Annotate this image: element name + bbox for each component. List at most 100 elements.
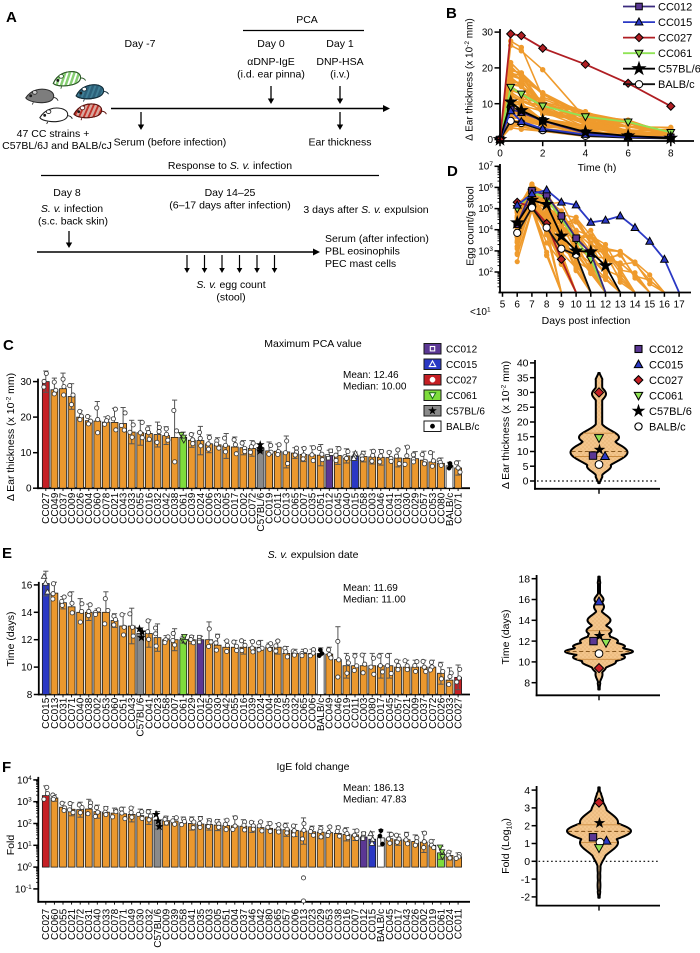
svg-text:BALB/c: BALB/c: [445, 493, 456, 526]
svg-text:CC071: CC071: [119, 908, 130, 940]
svg-text:CC006: CC006: [290, 908, 301, 940]
svg-text:0: 0: [26, 484, 32, 495]
svg-text:CC030: CC030: [136, 908, 147, 940]
svg-text:10: 10: [21, 663, 33, 674]
svg-text:CC041: CC041: [385, 492, 396, 524]
svg-text:14: 14: [518, 615, 530, 627]
svg-text:47 CC strains +: 47 CC strains +: [17, 128, 90, 140]
svg-text:CC015: CC015: [368, 908, 379, 940]
svg-text:Day -7: Day -7: [125, 38, 156, 50]
svg-text:CC033: CC033: [445, 697, 456, 729]
svg-text:CC061: CC061: [179, 492, 190, 524]
svg-text:16: 16: [21, 580, 33, 591]
svg-text:BALB/c: BALB/c: [446, 422, 479, 433]
svg-text:CC017: CC017: [376, 697, 387, 729]
svg-text:CC035: CC035: [282, 697, 293, 729]
svg-text:CC038: CC038: [84, 697, 95, 729]
svg-text:CC002: CC002: [239, 492, 250, 524]
svg-text:CC037: CC037: [239, 908, 250, 940]
svg-text:CC015: CC015: [649, 360, 683, 372]
svg-text:12: 12: [518, 636, 530, 648]
svg-text:CC061: CC061: [446, 391, 478, 402]
svg-text:CC027: CC027: [658, 33, 692, 45]
svg-text:<101: <101: [470, 307, 491, 319]
svg-text:16: 16: [518, 594, 530, 606]
svg-text:Days post infection: Days post infection: [542, 315, 631, 327]
svg-text:CC032: CC032: [153, 492, 164, 524]
svg-text:C57BL/6J and BALB/cJ: C57BL/6J and BALB/cJ: [2, 140, 112, 152]
svg-text:CC021: CC021: [67, 908, 78, 940]
svg-text:CC012: CC012: [359, 908, 370, 940]
svg-text:4: 4: [583, 149, 589, 160]
svg-text:αDNP-IgE: αDNP-IgE: [247, 56, 295, 68]
svg-text:CC065: CC065: [290, 492, 301, 524]
svg-text:Median: 47.83: Median: 47.83: [343, 795, 407, 806]
svg-text:40: 40: [517, 358, 529, 370]
svg-text:CC041: CC041: [187, 908, 198, 940]
svg-text:0: 0: [487, 135, 493, 146]
svg-text:Median: 11.00: Median: 11.00: [343, 595, 406, 606]
svg-text:8: 8: [524, 677, 530, 689]
svg-text:CC060: CC060: [50, 908, 61, 940]
svg-text:9: 9: [559, 300, 565, 311]
svg-text:CC033: CC033: [127, 492, 138, 524]
svg-text:CC058: CC058: [359, 492, 370, 524]
svg-text:CC033: CC033: [101, 908, 112, 940]
svg-text:E: E: [2, 545, 12, 562]
svg-text:CC045: CC045: [385, 697, 396, 729]
svg-text:Mean: 186.13: Mean: 186.13: [343, 783, 405, 794]
svg-text:Fold: Fold: [5, 835, 17, 856]
svg-text:105: 105: [478, 204, 493, 216]
svg-text:CC013: CC013: [282, 492, 293, 524]
svg-text:CC007: CC007: [350, 908, 361, 940]
svg-text:BALB/c: BALB/c: [376, 909, 387, 942]
svg-text:CC049: CC049: [325, 697, 336, 729]
svg-text:CC039: CC039: [187, 492, 198, 524]
svg-text:15: 15: [517, 431, 529, 443]
svg-text:8: 8: [27, 690, 33, 701]
svg-text:13: 13: [615, 300, 627, 311]
svg-text:Serum (after infection): Serum (after infection): [325, 233, 429, 245]
svg-text:CC019: CC019: [265, 492, 276, 524]
svg-text:107: 107: [478, 161, 493, 173]
svg-text:CC038: CC038: [170, 492, 181, 524]
svg-text:CC026: CC026: [436, 697, 447, 729]
svg-text:CC013: CC013: [299, 908, 310, 940]
svg-text:CC017: CC017: [230, 492, 241, 524]
svg-text:106: 106: [478, 182, 493, 194]
svg-text:DNP-HSA: DNP-HSA: [316, 56, 363, 68]
svg-text:CC003: CC003: [368, 492, 379, 524]
svg-text:CC042: CC042: [222, 697, 233, 729]
svg-text:104: 104: [17, 775, 32, 787]
svg-text:Time (days): Time (days): [5, 611, 17, 666]
svg-text:CC057: CC057: [282, 908, 293, 940]
svg-text:CC040: CC040: [93, 908, 104, 940]
svg-text:B: B: [446, 5, 457, 22]
svg-text:Fold (Log10): Fold (Log10): [500, 818, 514, 874]
svg-text:CC004: CC004: [84, 492, 95, 524]
svg-text:BALB/c: BALB/c: [649, 422, 686, 434]
svg-text:20: 20: [20, 413, 32, 424]
svg-text:CC031: CC031: [84, 908, 95, 940]
svg-text:CC032: CC032: [144, 908, 155, 940]
svg-text:Mean: 11.69: Mean: 11.69: [343, 583, 398, 594]
svg-text:CC004: CC004: [265, 697, 276, 729]
svg-text:Day 1: Day 1: [326, 38, 354, 50]
svg-text:CC071: CC071: [67, 697, 78, 729]
svg-text:CC042: CC042: [162, 492, 173, 524]
svg-text:(s.c. back skin): (s.c. back skin): [38, 216, 108, 228]
svg-text:C57BL/6: C57BL/6: [136, 697, 147, 736]
svg-text:CC061: CC061: [658, 48, 692, 60]
svg-text:CC065: CC065: [299, 697, 310, 729]
svg-text:CC053: CC053: [101, 697, 112, 729]
svg-text:CC017: CC017: [393, 908, 404, 940]
svg-text:PEC mast cells: PEC mast cells: [325, 258, 396, 270]
svg-text:3: 3: [524, 803, 530, 815]
svg-text:CC012: CC012: [649, 344, 683, 356]
svg-text:CC012: CC012: [446, 345, 478, 356]
svg-text:CC015: CC015: [446, 360, 478, 371]
svg-text:CC057: CC057: [393, 697, 404, 729]
svg-text:CC029: CC029: [187, 697, 198, 729]
svg-text:CC058: CC058: [162, 697, 173, 729]
svg-text:(i.d. ear pinna): (i.d. ear pinna): [237, 69, 305, 81]
